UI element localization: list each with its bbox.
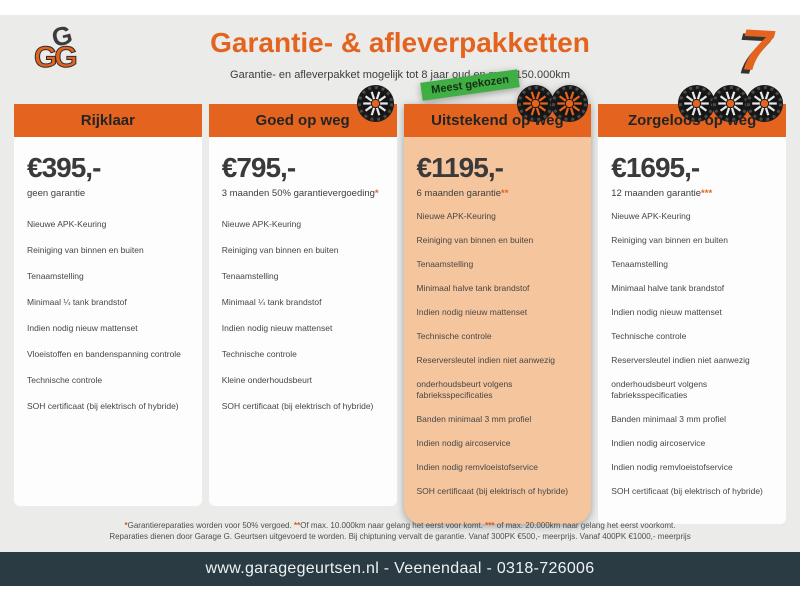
feature-item: Indien nodig aircoservice bbox=[611, 438, 706, 448]
package-title: Goed op weg bbox=[255, 112, 350, 129]
tire-icons bbox=[677, 84, 784, 123]
footnote-line-1: *Garantiereparaties worden voor 50% verg… bbox=[0, 520, 800, 531]
footnote-segment: *** bbox=[485, 521, 495, 530]
feature-list: Nieuwe APK-Keuring Reiniging van binnen e… bbox=[222, 219, 386, 412]
caption-text: geen garantie bbox=[27, 188, 86, 199]
feature-item: Reserversleutel indien niet aanwezig bbox=[611, 355, 750, 365]
feature-item: Reiniging van binnen en buiten bbox=[611, 235, 728, 245]
feature-item: Nieuwe APK-Keuring bbox=[611, 211, 691, 221]
feature-item: Nieuwe APK-Keuring bbox=[27, 219, 107, 229]
package-body: €1195,- 6 maanden garantie** Nieuwe APK-… bbox=[403, 137, 592, 524]
feature-item: Indien nodig nieuw mattenset bbox=[416, 307, 528, 317]
page-title: Garantie- & afleverpakketten bbox=[210, 27, 590, 58]
package-body: €795,- 3 maanden 50% garantievergoeding*… bbox=[208, 137, 397, 506]
package-caption: 3 maanden 50% garantievergoeding* bbox=[222, 188, 386, 199]
package-body: €395,- geen garantie Nieuwe APK-Keuring R… bbox=[14, 137, 202, 506]
package-header: Rijklaar bbox=[14, 104, 202, 137]
package-price: €795,- bbox=[221, 152, 296, 183]
feature-item: Technische controle bbox=[611, 331, 687, 341]
caption-text: 3 maanden 50% garantievergoeding bbox=[221, 188, 375, 199]
contact-text: www.garagegeurtsen.nl - Veenendaal - 031… bbox=[205, 560, 595, 577]
footnote-segment: Garantiereparaties worden voor 50% vergo… bbox=[127, 521, 294, 530]
logo-letters-icon: GG bbox=[34, 41, 79, 75]
feature-item: Banden minimaal 3 mm profiel bbox=[611, 414, 727, 424]
flyer-header: G GG Garantie- & afleverpakketten Garant… bbox=[0, 15, 800, 104]
feature-item: Indien nodig nieuw mattenset bbox=[611, 307, 722, 317]
caption-text: 12 maanden garantie bbox=[611, 188, 702, 199]
caption-text: 6 maanden garantie bbox=[416, 188, 502, 199]
feature-item: Reserversleutel indien niet aanwezig bbox=[416, 355, 555, 365]
footnote-segment: ** bbox=[293, 521, 301, 530]
feature-item: onderhoudsbeurt volgens fabrieksspecific… bbox=[416, 379, 513, 400]
feature-item: Minimaal ¼ tank brandstof bbox=[221, 297, 322, 307]
package-caption: 6 maanden garantie** bbox=[417, 188, 581, 199]
package-body: €1695,- 12 maanden garantie*** Nieuwe AP… bbox=[598, 137, 786, 524]
feature-item: Reiniging van binnen en buiten bbox=[27, 245, 144, 255]
footnote-segment: * bbox=[124, 521, 128, 530]
feature-item: Nieuwe APK-Keuring bbox=[416, 211, 496, 221]
footnotes: *Garantiereparaties worden voor 50% verg… bbox=[0, 520, 800, 542]
feature-item: Banden minimaal 3 mm profiel bbox=[416, 414, 532, 424]
feature-item: Nieuwe APK-Keuring bbox=[221, 219, 302, 229]
feature-item: SOH certificaat (bij elektrisch of hybri… bbox=[221, 401, 374, 411]
feature-list: Nieuwe APK-Keuring Reiniging van binnen e… bbox=[27, 219, 191, 412]
package-price: €1695,- bbox=[611, 152, 700, 183]
package-column-rijklaar: Rijklaar €395,- geen garantie Nieuwe APK… bbox=[14, 104, 202, 506]
package-caption: 12 maanden garantie*** bbox=[611, 188, 775, 199]
feature-item: Technische controle bbox=[27, 375, 103, 385]
feature-item: Technische controle bbox=[416, 331, 492, 341]
tire-icon bbox=[711, 84, 750, 123]
tire-icons bbox=[356, 84, 395, 123]
package-price: €395,- bbox=[27, 152, 101, 183]
tire-icon bbox=[677, 84, 716, 123]
feature-item: SOH certificaat (bij elektrisch of hybri… bbox=[416, 486, 569, 496]
tire-icons bbox=[517, 84, 589, 123]
footnote-line-2: Reparaties dienen door Garage G. Geurtse… bbox=[109, 532, 691, 541]
feature-item: Indien nodig remvloeistofservice bbox=[416, 462, 538, 472]
package-price: €1195,- bbox=[416, 152, 504, 183]
feature-item: SOH certificaat (bij elektrisch of hybri… bbox=[27, 401, 179, 411]
tire-icon bbox=[745, 84, 784, 123]
tire-icon bbox=[356, 84, 394, 123]
price-footnote-mark: *** bbox=[701, 188, 713, 199]
feature-item: Reiniging van binnen en buiten bbox=[416, 235, 534, 245]
package-caption: geen garantie bbox=[27, 188, 191, 199]
feature-item: SOH certificaat (bij elektrisch of hybri… bbox=[611, 486, 763, 496]
feature-item: Kleine onderhoudsbeurt bbox=[221, 375, 313, 385]
price-footnote-mark: ** bbox=[501, 188, 509, 199]
tire-icon bbox=[551, 84, 589, 123]
brand-seven-icon: 7 bbox=[738, 17, 774, 84]
feature-item: onderhoudsbeurt volgens fabrieksspecific… bbox=[611, 379, 708, 400]
feature-item: Tenaamstelling bbox=[416, 259, 474, 269]
page-subtitle: Garantie- en afleverpakket mogelijk tot … bbox=[230, 69, 570, 81]
feature-item: Vloeistoffen en bandenspanning controle bbox=[27, 349, 181, 359]
feature-list: Nieuwe APK-Keuring Reiniging van binnen e… bbox=[611, 211, 775, 497]
package-column-zorgeloos-op-weg: Zorgeloos op weg €1695,- 12 maanden gara… bbox=[598, 84, 786, 524]
package-column-uitstekend-op-weg: Meest gekozen Uitstekend op weg €1195,- … bbox=[403, 69, 592, 524]
packages-grid: Rijklaar €395,- geen garantie Nieuwe APK… bbox=[14, 69, 786, 524]
feature-item: Minimaal ¼ tank brandstof bbox=[27, 297, 127, 307]
feature-item: Technische controle bbox=[221, 349, 297, 359]
package-title: Rijklaar bbox=[80, 112, 135, 129]
feature-item: Reiniging van binnen en buiten bbox=[221, 245, 339, 255]
contact-bar: www.garagegeurtsen.nl - Veenendaal - 031… bbox=[0, 552, 800, 586]
feature-item: Tenaamstelling bbox=[27, 271, 84, 281]
feature-item: Indien nodig nieuw mattenset bbox=[27, 323, 138, 333]
price-footnote-mark: * bbox=[374, 188, 379, 199]
garage-gg-logo: G GG bbox=[30, 19, 94, 83]
footnote-segment: of max. 20.000km naar gelang het eerst v… bbox=[494, 521, 676, 530]
feature-item: Indien nodig remvloeistofservice bbox=[611, 462, 733, 472]
feature-item: Indien nodig nieuw mattenset bbox=[221, 323, 333, 333]
feature-item: Minimaal halve tank brandstof bbox=[416, 283, 530, 293]
feature-item: Minimaal halve tank brandstof bbox=[611, 283, 725, 293]
feature-item: Tenaamstelling bbox=[611, 259, 668, 269]
feature-item: Tenaamstelling bbox=[221, 271, 279, 281]
footnote-segment: Of max. 10.000km naar gelang het eerst v… bbox=[300, 521, 486, 530]
header-titles: Garantie- & afleverpakketten Garantie- e… bbox=[150, 27, 650, 81]
feature-list: Nieuwe APK-Keuring Reiniging van binnen e… bbox=[417, 211, 581, 497]
flyer-canvas: G GG Garantie- & afleverpakketten Garant… bbox=[0, 15, 800, 552]
feature-item: Indien nodig aircoservice bbox=[416, 438, 511, 448]
package-column-goed-op-weg: Goed op weg €795,- 3 maanden 50% garanti… bbox=[208, 84, 397, 506]
